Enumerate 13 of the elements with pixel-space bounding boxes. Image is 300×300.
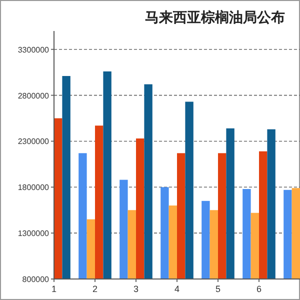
- x-tick-label: 4: [174, 284, 180, 294]
- y-tick-label: 2300000: [18, 137, 50, 146]
- y-tick-label: 3300000: [18, 45, 50, 54]
- x-tick-label: 3: [133, 284, 139, 294]
- y-tick-label: 1300000: [18, 229, 50, 238]
- x-tick-label: 2: [92, 284, 98, 294]
- x-tick-label: 5: [215, 284, 221, 294]
- y-tick-label: 1800000: [18, 183, 50, 192]
- y-tick-label: 2800000: [18, 91, 50, 100]
- x-tick-label: 1: [51, 284, 57, 294]
- x-tick-label: 6: [256, 284, 262, 294]
- y-tick-label: 800000: [22, 275, 50, 284]
- title: 马来西亚棕榈油局公布: [145, 10, 285, 26]
